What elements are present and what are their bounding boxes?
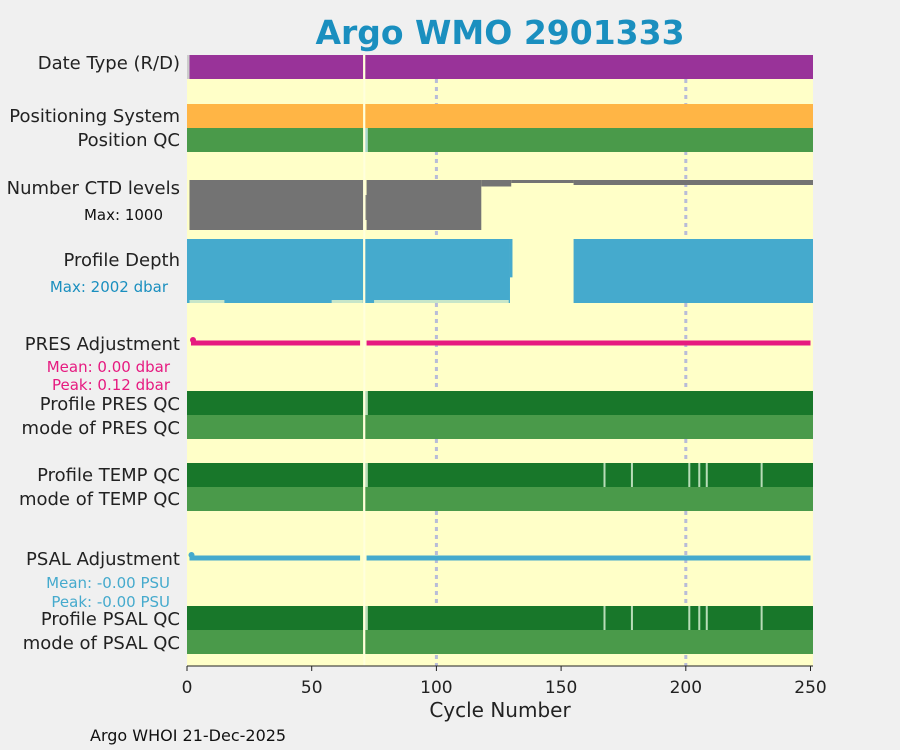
adjustment-line xyxy=(366,555,811,561)
x-tick-label: 150 xyxy=(545,678,577,698)
row-label: Date Type (R/D) xyxy=(38,53,180,74)
qc-band-segment xyxy=(367,391,813,415)
qc-band-segment xyxy=(367,606,813,630)
profile-bar xyxy=(365,195,367,220)
qc-break xyxy=(705,606,708,630)
chart-title: Argo WMO 2901333 xyxy=(315,13,684,52)
missing-cycle-gap xyxy=(363,55,366,666)
profile-bar xyxy=(366,180,482,230)
x-tick-label: 50 xyxy=(301,678,323,698)
adjustment-line xyxy=(366,340,811,346)
profile-bar xyxy=(365,239,510,303)
row-stat: Peak: 0.12 dbar xyxy=(52,376,171,394)
qc-break xyxy=(630,463,633,487)
row-label: Profile TEMP QC xyxy=(37,465,180,486)
qc-band-segment xyxy=(365,487,813,511)
profile-bar xyxy=(511,180,574,183)
x-tick-label: 250 xyxy=(794,678,826,698)
qc-break xyxy=(698,606,701,630)
row-label: mode of TEMP QC xyxy=(19,489,180,510)
qc-band-segment xyxy=(365,630,813,654)
qc-break xyxy=(603,606,606,630)
qc-band-segment xyxy=(187,104,364,128)
qc-band-segment xyxy=(187,391,364,415)
x-tick-label: 100 xyxy=(420,678,452,698)
qc-band-segment xyxy=(365,55,813,79)
row-sublabel: Max: 1000 xyxy=(84,206,163,224)
qc-band-segment xyxy=(187,487,364,511)
row-label: Positioning System xyxy=(9,106,180,127)
adjustment-peak-point xyxy=(189,337,196,343)
qc-break xyxy=(760,606,763,630)
profile-bar xyxy=(187,239,364,303)
profile-bar xyxy=(189,180,364,230)
qc-band-segment xyxy=(367,128,813,152)
qc-break xyxy=(760,463,763,487)
adjustment-peak-point xyxy=(188,552,195,558)
row-label: PSAL Adjustment xyxy=(26,549,180,570)
qc-break xyxy=(705,463,708,487)
qc-band-segment xyxy=(187,630,364,654)
profile-bar-notch xyxy=(374,300,509,303)
row-label: Profile Depth xyxy=(63,250,180,271)
row-stat: Mean: 0.00 dbar xyxy=(47,358,171,376)
row-label: Profile PRES QC xyxy=(40,394,180,415)
profile-bar-notch xyxy=(331,300,363,303)
qc-break xyxy=(688,606,691,630)
plot-area xyxy=(187,55,813,666)
row-label: Position QC xyxy=(77,130,180,151)
profile-bar-notch xyxy=(189,300,225,303)
qc-break xyxy=(630,606,633,630)
qc-band-segment xyxy=(365,606,368,630)
row-labels: Date Type (R/D) Positioning System Positio… xyxy=(7,53,180,654)
qc-band-segment xyxy=(365,104,813,128)
qc-band-segment xyxy=(187,415,364,439)
qc-break xyxy=(688,463,691,487)
x-tick-label: 0 xyxy=(182,678,193,698)
row-label: mode of PSAL QC xyxy=(23,633,180,654)
row-label: PRES Adjustment xyxy=(25,334,180,355)
x-axis: 0 50 100 150 200 250 xyxy=(182,665,827,698)
qc-band-segment xyxy=(187,128,364,152)
qc-break xyxy=(698,463,701,487)
qc-band-segment xyxy=(365,415,813,439)
x-tick-label: 200 xyxy=(670,678,702,698)
qc-break xyxy=(603,463,606,487)
row-stat: Peak: -0.00 PSU xyxy=(51,593,170,611)
adjustment-line xyxy=(189,555,361,561)
qc-band-segment xyxy=(189,55,364,79)
row-label: mode of PRES QC xyxy=(22,418,180,439)
profile-bar xyxy=(573,239,813,303)
qc-band-segment xyxy=(365,391,368,415)
x-axis-label: Cycle Number xyxy=(429,698,571,722)
profile-bar xyxy=(509,239,513,278)
qc-band-segment xyxy=(187,463,364,487)
qc-band-segment xyxy=(365,463,368,487)
qc-band-segment xyxy=(187,606,364,630)
row-sublabel: Max: 2002 dbar xyxy=(50,278,169,296)
plot-background xyxy=(187,55,813,666)
qc-band-segment xyxy=(365,128,368,152)
profile-bar xyxy=(481,180,512,187)
profile-bar xyxy=(573,180,813,185)
footer-credit: Argo WHOI 21-Dec-2025 xyxy=(90,726,286,745)
row-stat: Mean: -0.00 PSU xyxy=(46,574,170,592)
adjustment-line xyxy=(190,340,361,346)
qc-band-segment xyxy=(187,55,190,79)
qc-band-segment xyxy=(367,463,813,487)
row-label: Profile PSAL QC xyxy=(41,609,180,630)
row-label: Number CTD levels xyxy=(7,178,180,199)
